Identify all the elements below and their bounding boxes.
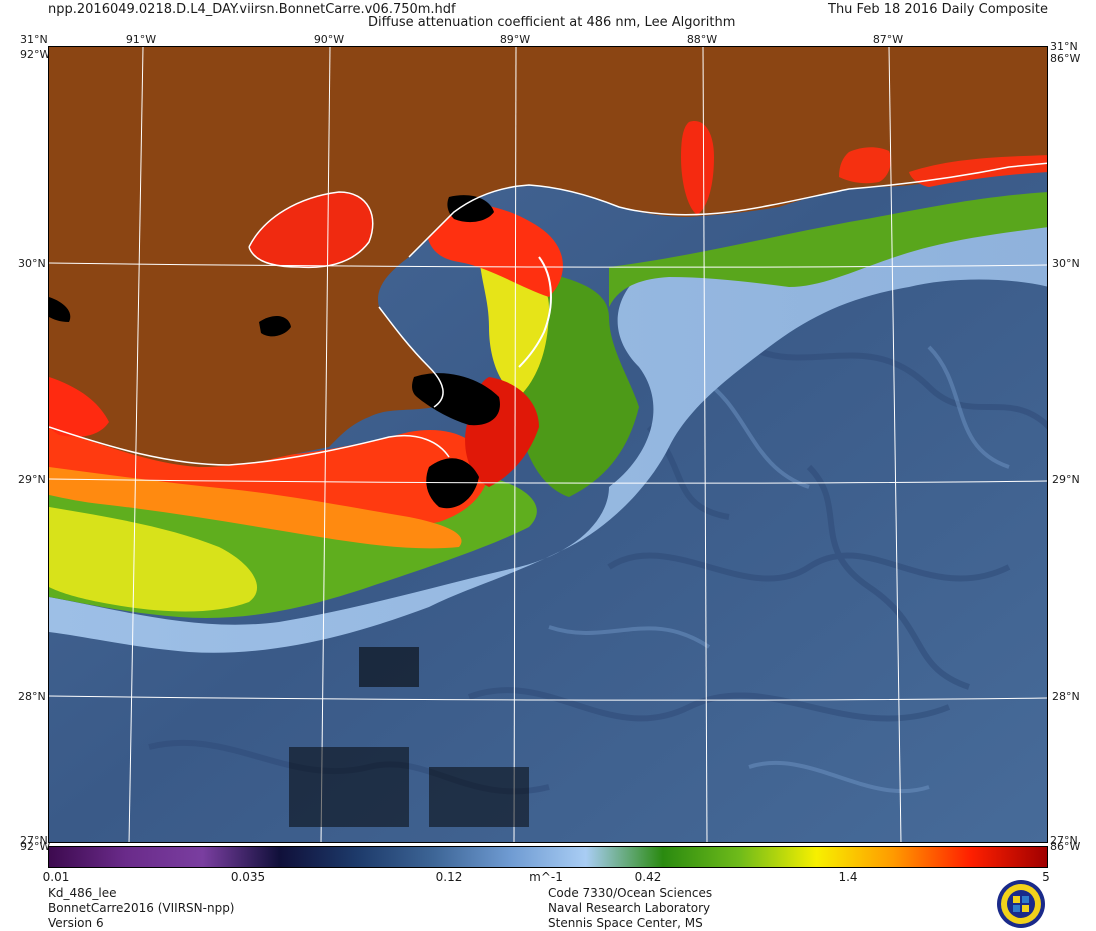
- nearshore-orange-west: [49, 467, 462, 549]
- map-panel[interactable]: [48, 46, 1048, 843]
- scattered-missing-pixels: [289, 647, 529, 827]
- lat-label-29n-right: 29°N: [1052, 473, 1080, 486]
- meridian-88w: [702, 47, 708, 842]
- parallel-30n: [49, 262, 1047, 268]
- lake-pontchartrain: [249, 192, 373, 268]
- colorbar: [48, 846, 1048, 868]
- lat-label-29n-left: 29°N: [18, 473, 46, 486]
- lon-label-91w: 91°W: [125, 33, 157, 46]
- lat-label-30n-right: 30°N: [1052, 257, 1080, 270]
- colorbar-tick-6: 5: [1042, 870, 1050, 884]
- parallel-29n: [49, 478, 1047, 484]
- colorbar-tick-4: 0.42: [634, 870, 662, 884]
- footer-left-1: Kd_486_lee: [48, 886, 117, 900]
- chandeleur-islands: [518, 256, 552, 368]
- corner-label-top-right: 31°N: [1050, 40, 1078, 53]
- file-name: npp.2016049.0218.D.L4_DAY.viirsn.BonnetC…: [48, 2, 456, 17]
- corner-label-left-lon: 92°W: [20, 48, 51, 61]
- mobile-bay: [681, 121, 714, 215]
- parallel-28n: [49, 695, 1047, 701]
- corner-label-bottom-left: 27°N: [20, 834, 48, 847]
- kd486-map: [49, 47, 1047, 842]
- meridian-87w: [888, 47, 902, 842]
- meridian-91w: [128, 47, 144, 842]
- lat-label-28n-right: 28°N: [1052, 690, 1080, 703]
- nearshore-red-delta: [426, 203, 563, 297]
- footer-left-2: BonnetCarre2016 (VIIRSN-npp): [48, 901, 235, 915]
- footer-center-1: Code 7330/Ocean Sciences: [548, 886, 713, 900]
- colorbar-tick-2: 0.12: [435, 870, 463, 884]
- corner-label-right-lon: 86°W: [1050, 52, 1081, 65]
- lon-label-90w: 90°W: [313, 33, 345, 46]
- corner-label-bottom-left-lon: 92°W: [20, 840, 51, 853]
- footer-center-3: Stennis Space Center, MS: [548, 916, 703, 930]
- missing-data-patches: [49, 195, 500, 509]
- yellow-plume: [49, 507, 258, 612]
- lon-label-89w: 89°W: [499, 33, 531, 46]
- colorbar-tick-0: 0.01: [42, 870, 70, 884]
- meridian-90w: [320, 47, 331, 842]
- lat-label-28n-left: 28°N: [18, 690, 46, 703]
- corner-label-top-left: 31°N: [20, 33, 48, 46]
- lat-label-30n-left: 30°N: [18, 257, 46, 270]
- nrl-seal-icon: [997, 880, 1045, 928]
- corner-label-bottom-right: 27°N: [1050, 834, 1078, 847]
- colorbar-tick-5: 1.4: [838, 870, 858, 884]
- shelf-water: [49, 197, 1047, 653]
- pensacola-bay: [839, 147, 891, 184]
- colorbar-units: m^-1: [529, 870, 563, 884]
- lon-label-87w: 87°W: [872, 33, 904, 46]
- corner-label-bottom-right-lon: 86°W: [1050, 840, 1081, 853]
- product-title: Diffuse attenuation coefficient at 486 n…: [368, 15, 736, 30]
- land: [49, 47, 1047, 467]
- footer-left-3: Version 6: [48, 916, 104, 930]
- east-green: [609, 192, 1047, 307]
- colorbar-tick-1: 0.035: [230, 870, 266, 884]
- footer-center-2: Naval Research Laboratory: [548, 901, 711, 915]
- meridian-89w: [513, 47, 517, 842]
- lon-label-88w: 88°W: [686, 33, 718, 46]
- date-label: Thu Feb 18 2016 Daily Composite: [828, 2, 1048, 17]
- coastline: [49, 162, 1047, 466]
- west-bay-red: [49, 377, 109, 437]
- graticule: [49, 47, 1047, 842]
